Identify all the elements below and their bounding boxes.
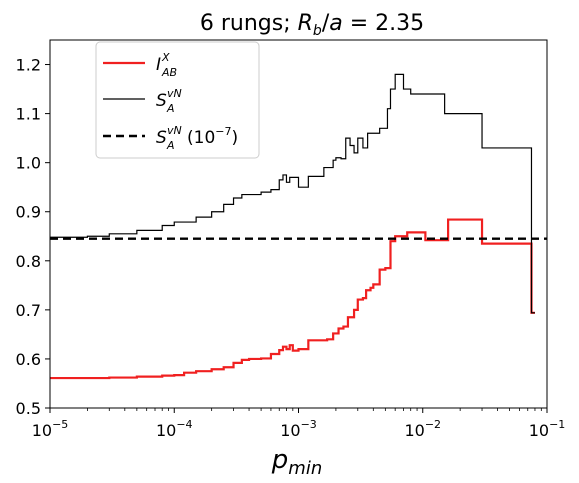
legend-label-mutual_info: IX AB [156, 51, 177, 79]
x-tick-label: 10−1 [529, 418, 566, 440]
y-tick-label: 0.8 [16, 252, 41, 271]
y-axis: 0.5 0.6 0.7 0.8 0.9 1.0 1.1 1.2 [16, 56, 50, 418]
chart-title: 6 rungs; Rb/a = 2.35 [200, 11, 424, 39]
x-tick-label: 10−3 [280, 418, 317, 440]
x-tick-label: 10−2 [404, 418, 441, 440]
series-line-mutual_info [50, 218, 535, 380]
x-tick-label: 10−4 [156, 418, 193, 440]
legend-label-entropy_1e-7: SvN A (10−7) [156, 124, 238, 152]
legend-box [95, 41, 260, 159]
y-tick-label: 0.7 [16, 301, 41, 320]
y-tick-label: 1.0 [16, 154, 41, 173]
x-axis-label: pmin [271, 445, 322, 479]
y-tick-label: 0.5 [16, 399, 41, 418]
legend: IX AB SvN A SvN A (10−7) [95, 41, 260, 159]
x-axis: 10−5 10−4 10−3 10−2 10−1 [32, 408, 566, 440]
x-tick-label: 10−5 [32, 418, 69, 440]
y-tick-label: 0.6 [16, 350, 41, 369]
series-line-entropy [50, 73, 535, 314]
y-tick-label: 1.2 [16, 56, 41, 75]
y-tick-label: 0.9 [16, 203, 41, 222]
y-tick-label: 1.1 [16, 105, 41, 124]
legend-label-entropy: SvN A [156, 87, 182, 115]
